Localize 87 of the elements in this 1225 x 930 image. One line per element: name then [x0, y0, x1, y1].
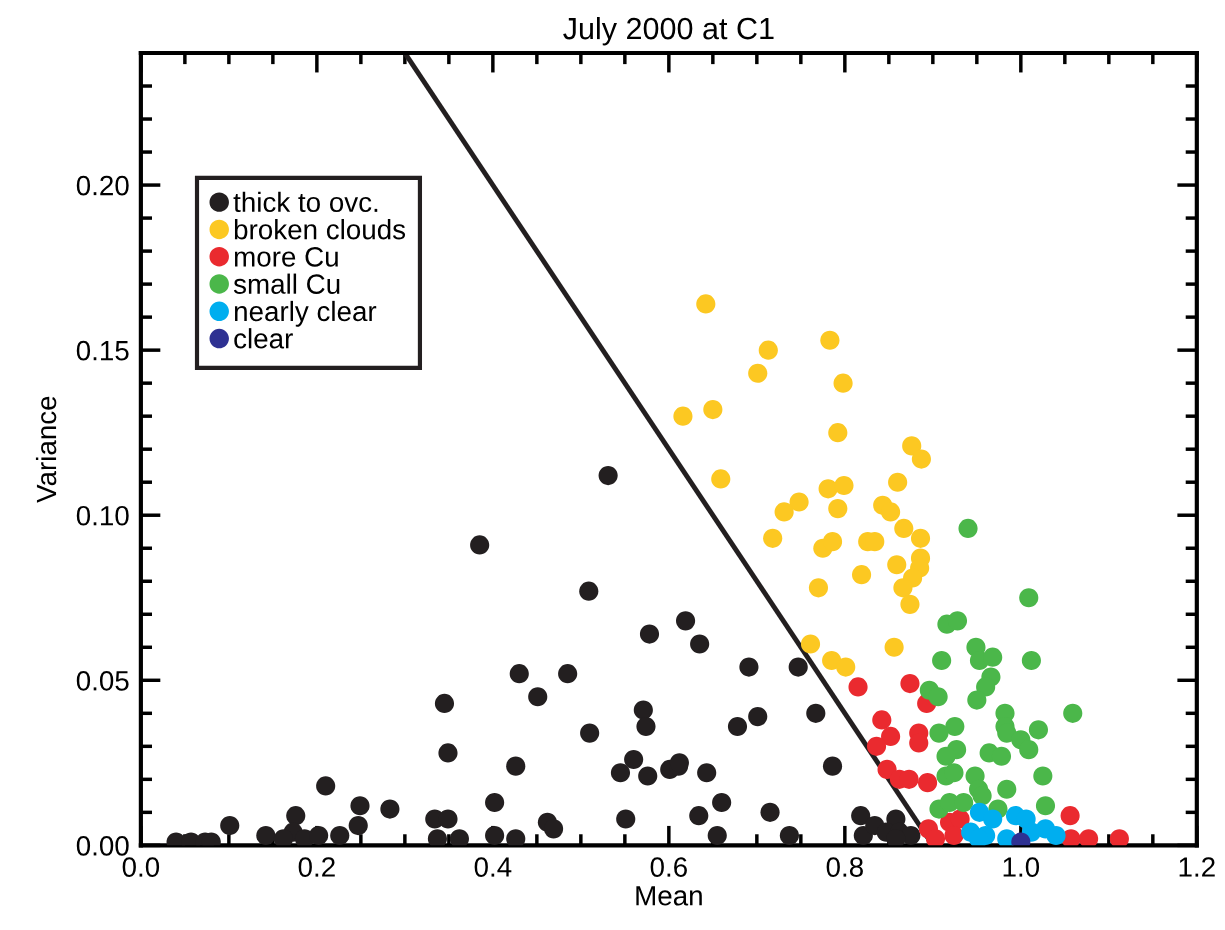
- point: [887, 555, 907, 575]
- point: [936, 746, 956, 766]
- y-tick-label: 0.10: [76, 505, 129, 526]
- point: [1028, 720, 1048, 740]
- point: [1035, 796, 1056, 816]
- point: [881, 502, 901, 522]
- x-tick-label: 0.6: [650, 857, 687, 877]
- point: [673, 406, 693, 426]
- point: [851, 565, 872, 585]
- point: [822, 532, 843, 552]
- point: [1019, 588, 1039, 608]
- point: [929, 723, 949, 743]
- point: [1063, 703, 1083, 723]
- x-tick-label: 1.2: [1179, 857, 1215, 877]
- point: [902, 436, 922, 456]
- legend-label: thick to ovc.: [233, 191, 378, 213]
- legend-label: clear: [234, 328, 293, 349]
- point: [925, 829, 946, 846]
- legend-label: more Cu: [234, 247, 338, 267]
- point: [703, 400, 723, 420]
- point: [911, 449, 931, 469]
- point: [997, 779, 1017, 799]
- point: [967, 690, 987, 710]
- point: [872, 710, 892, 730]
- point: [711, 469, 731, 489]
- point: [833, 373, 853, 393]
- point: [928, 687, 948, 707]
- legend-label: small Cu: [233, 273, 340, 294]
- chart-title: July 2000 at C1: [563, 16, 774, 46]
- y-tick-label: 0.15: [76, 340, 129, 361]
- point: [836, 657, 856, 677]
- point: [894, 518, 914, 538]
- point: [958, 518, 978, 538]
- point: [972, 786, 992, 806]
- x-tick-label: 0.2: [298, 857, 335, 877]
- y-axis-title: Variance: [35, 396, 57, 503]
- point: [848, 677, 868, 697]
- point: [763, 528, 783, 548]
- point: [1060, 806, 1080, 826]
- point: [881, 726, 901, 746]
- point: [696, 294, 716, 314]
- x-tick-label: 0.4: [474, 857, 512, 877]
- x-tick-label: 1.0: [1003, 857, 1040, 877]
- point: [976, 677, 996, 697]
- point: [947, 611, 968, 631]
- point: [900, 594, 920, 614]
- point: [774, 502, 794, 522]
- point: [1109, 829, 1129, 846]
- x-tick-label: 0.8: [826, 857, 863, 877]
- point: [945, 716, 965, 737]
- point: [808, 578, 829, 598]
- point: [1079, 829, 1099, 846]
- point: [910, 528, 931, 548]
- x-tick-label: 0.0: [122, 857, 160, 877]
- point: [748, 363, 768, 383]
- point: [1033, 766, 1053, 786]
- point: [893, 578, 913, 598]
- point: [800, 634, 821, 654]
- y-tick-label: 0.20: [76, 175, 129, 196]
- y-tick-label: 0.05: [76, 670, 129, 691]
- point: [866, 736, 887, 756]
- point: [888, 472, 908, 492]
- point: [1021, 650, 1041, 671]
- point: [983, 809, 1003, 829]
- point: [820, 330, 840, 350]
- point: [789, 492, 809, 512]
- point: [983, 647, 1003, 667]
- y-tick-label: 0.00: [76, 836, 129, 856]
- point: [1019, 740, 1039, 760]
- point: [834, 475, 854, 496]
- point: [900, 674, 920, 694]
- x-axis-title: Mean: [636, 886, 702, 906]
- point: [1046, 825, 1066, 846]
- point: [818, 479, 838, 499]
- point: [828, 499, 848, 519]
- point: [944, 763, 964, 783]
- point: [917, 773, 938, 793]
- point: [932, 650, 952, 671]
- point: [758, 340, 778, 360]
- legend-label: nearly clear: [234, 300, 377, 327]
- point: [877, 759, 897, 780]
- point: [944, 825, 964, 846]
- point: [884, 637, 904, 657]
- point: [954, 792, 974, 813]
- point: [828, 423, 848, 443]
- point: [991, 746, 1012, 766]
- legend-label: broken clouds: [234, 219, 406, 240]
